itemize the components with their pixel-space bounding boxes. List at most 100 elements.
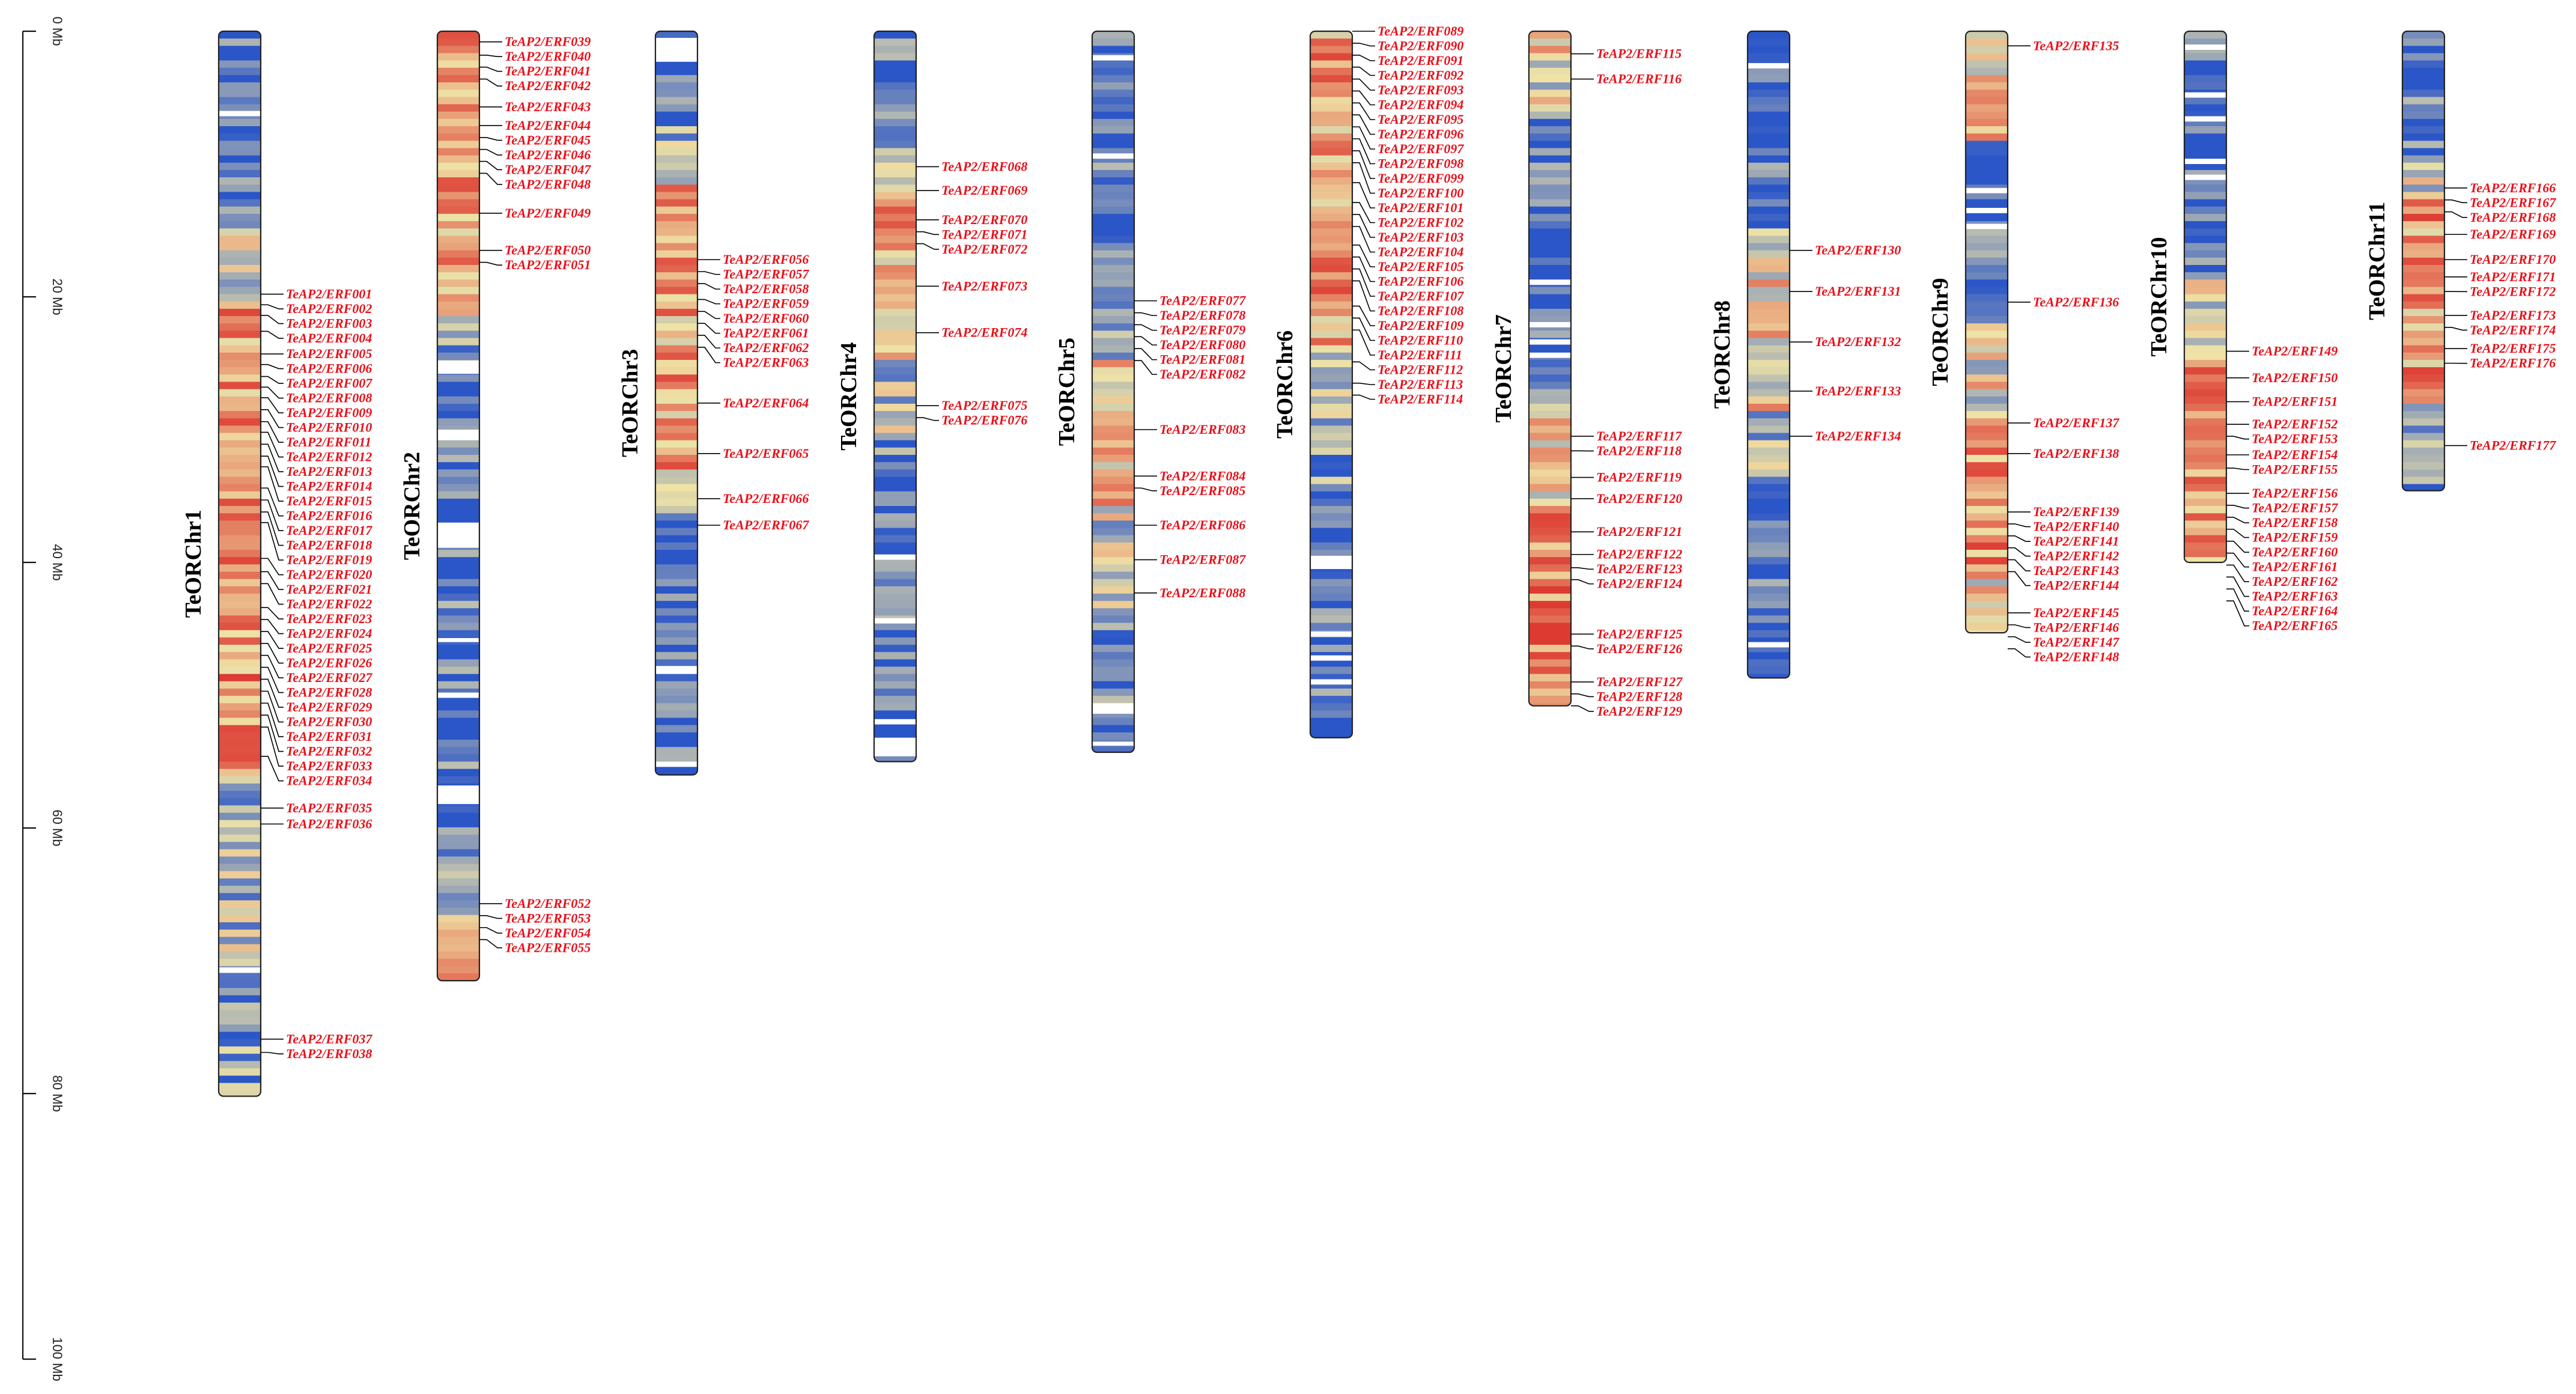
density-band	[437, 863, 479, 872]
density-band	[219, 90, 261, 97]
density-band	[1748, 213, 1790, 222]
density-band	[2184, 316, 2226, 324]
density-band	[1966, 586, 2008, 594]
density-bands	[2184, 31, 2226, 562]
density-band	[219, 301, 261, 309]
density-band	[1748, 53, 1790, 61]
gene-leader-line	[479, 54, 502, 57]
gene-leader-line	[1352, 54, 1375, 61]
density-band	[1529, 126, 1571, 134]
density-band	[874, 221, 916, 229]
density-band	[1966, 622, 2008, 631]
density-band	[437, 630, 479, 638]
density-band	[1092, 469, 1134, 478]
density-band	[437, 557, 479, 565]
density-band	[1529, 396, 1571, 404]
gene-label: TeAP2/ERF109	[1378, 318, 1463, 333]
density-band	[655, 696, 697, 704]
gene-leader-line	[1352, 114, 1375, 135]
density-band	[655, 542, 697, 550]
gene-label: TeAP2/ERF121	[1596, 524, 1682, 539]
density-band	[1092, 345, 1134, 353]
gene-label: TeAP2/ERF144	[2033, 578, 2119, 593]
density-band	[437, 601, 479, 609]
density-band	[219, 425, 261, 434]
gene-leader-line	[1352, 361, 1375, 371]
density-band	[655, 184, 697, 193]
density-band	[874, 528, 916, 536]
density-band	[219, 228, 261, 236]
gene-leader-line	[1352, 138, 1375, 165]
density-band	[1966, 396, 2008, 404]
density-band	[1966, 359, 2008, 368]
assembly-gap	[874, 719, 916, 725]
density-band	[874, 199, 916, 207]
density-band	[1529, 192, 1571, 200]
density-band	[655, 484, 697, 492]
density-band	[874, 126, 916, 134]
density-band	[219, 579, 261, 587]
density-band	[219, 352, 261, 361]
density-band	[2402, 155, 2444, 163]
density-band	[1748, 250, 1790, 258]
density-band	[1310, 104, 1352, 112]
density-band	[219, 462, 261, 470]
density-band	[1310, 622, 1352, 631]
density-band	[1748, 177, 1790, 185]
density-band	[1310, 367, 1352, 375]
density-bands	[437, 31, 479, 981]
density-band	[1966, 411, 2008, 419]
density-band	[1966, 476, 2008, 485]
gene-label: TeAP2/ERF162	[2252, 574, 2338, 589]
density-band	[1529, 484, 1571, 492]
density-band	[1529, 177, 1571, 185]
gene-label: TeAP2/ERF025	[286, 641, 372, 656]
density-band	[219, 498, 261, 507]
density-band	[437, 915, 479, 923]
gene-label: TeAP2/ERF036	[286, 816, 372, 831]
density-band	[655, 221, 697, 229]
density-band	[1966, 506, 2008, 514]
density-band	[437, 133, 479, 141]
chromosome-name: TeORChr11	[2365, 202, 2390, 320]
density-band	[1748, 82, 1790, 90]
density-band	[1529, 389, 1571, 397]
gene-label: TeAP2/ERF115	[1596, 46, 1681, 61]
density-band	[1966, 46, 2008, 54]
density-band	[437, 338, 479, 346]
density-band	[1966, 498, 2008, 507]
density-band	[1748, 484, 1790, 492]
gene-label: TeAP2/ERF133	[1815, 383, 1901, 398]
density-band	[2184, 506, 2226, 514]
density-band	[219, 316, 261, 324]
density-band	[1966, 90, 2008, 97]
density-band	[874, 97, 916, 105]
density-band	[219, 46, 261, 54]
density-band	[219, 199, 261, 207]
density-band	[874, 228, 916, 236]
density-band	[1529, 104, 1571, 112]
density-band	[219, 257, 261, 266]
gene-leader-line	[479, 78, 502, 87]
density-band	[1310, 586, 1352, 594]
density-band	[219, 1017, 261, 1025]
density-band	[1310, 316, 1352, 324]
density-band	[1529, 60, 1571, 68]
density-band	[1966, 148, 2008, 156]
density-band	[219, 871, 261, 879]
density-band	[1092, 250, 1134, 258]
gene-leader-line	[261, 1052, 284, 1055]
density-band	[655, 60, 697, 68]
density-band	[874, 418, 916, 426]
density-band	[219, 769, 261, 777]
gene-leader-line	[261, 330, 284, 339]
density-band	[1748, 118, 1790, 127]
density-band	[219, 703, 261, 711]
density-band	[219, 169, 261, 178]
gene-leader-line	[1134, 348, 1157, 361]
gene-label: TeAP2/ERF073	[941, 278, 1027, 293]
density-band	[1529, 111, 1571, 120]
density-band	[1310, 579, 1352, 587]
density-band	[1529, 513, 1571, 521]
density-band	[219, 287, 261, 295]
